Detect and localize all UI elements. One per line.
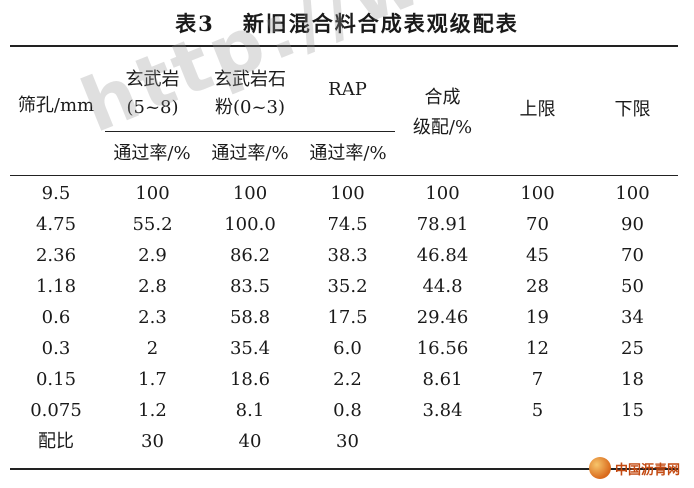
table-title: 表3 新旧混合料合成表观级配表	[0, 8, 694, 38]
table-cell: 25	[621, 338, 644, 359]
globe-icon	[588, 457, 611, 479]
table-cell: 1.18	[35, 276, 77, 297]
table-cell: 35.2	[327, 276, 368, 297]
table-cell: 30	[336, 431, 359, 452]
table-cell	[490, 428, 585, 456]
table-cell: 44.8	[422, 276, 463, 297]
table-cell: 100	[232, 183, 268, 204]
header-pass-3: 通过率/%	[309, 143, 387, 164]
table-cell: 0.3	[41, 338, 71, 359]
table-cell: 100	[520, 183, 555, 204]
table-cell: 8.1	[235, 400, 265, 421]
table-cell: 19	[526, 307, 549, 328]
header-lower: 下限	[614, 99, 651, 120]
table-cell: 30	[141, 431, 164, 452]
table-cell: 70	[621, 245, 644, 266]
table-cell: 8.61	[422, 369, 463, 390]
header-pass-2: 通过率/%	[211, 143, 289, 164]
table-cell: 45	[526, 245, 549, 266]
table-cell: 100.0	[224, 214, 276, 235]
table-cell: 28	[526, 276, 549, 297]
table-cell: 55.2	[132, 214, 173, 235]
table-cell: 2	[146, 338, 159, 359]
table-cell: 2.8	[138, 276, 167, 297]
table-cell: 0.15	[35, 369, 77, 390]
site-logo: 中国沥青网	[588, 454, 680, 482]
table-cell: 9.5	[41, 183, 71, 204]
table-cell: 90	[621, 214, 644, 235]
header-sieve: 筛孔/mm	[17, 95, 95, 116]
header-basalt-1-size: (5~8)	[126, 97, 179, 118]
table-cell: 12	[526, 338, 549, 359]
table-cell: 38.3	[327, 245, 368, 266]
header-synth-1: 合成	[424, 87, 461, 108]
table-cell: 0.075	[30, 400, 82, 421]
table-cell: 70	[526, 214, 549, 235]
table-cell: 35.4	[229, 338, 271, 359]
header-basalt-2-size: 粉(0~3)	[214, 97, 286, 118]
bottom-rule	[10, 468, 678, 470]
header-pass-1: 通过率/%	[113, 143, 191, 164]
table-cell: 2.2	[333, 369, 362, 390]
table-cell: 16.56	[416, 338, 469, 359]
header-rule	[10, 175, 678, 176]
table-cell: 100	[330, 183, 365, 204]
table-cell: 2.3	[138, 307, 167, 328]
table-cell: 2.9	[138, 245, 167, 266]
table-cell: 配比	[38, 431, 74, 452]
table-cell: 40	[238, 431, 262, 452]
table-cell: 1.7	[138, 369, 167, 390]
table-cell: 34	[621, 307, 644, 328]
header-basalt-1: 玄武岩	[125, 69, 180, 90]
header-subrule	[105, 131, 395, 132]
table-cell: 1.2	[138, 400, 167, 421]
table-cell: 83.5	[229, 276, 271, 297]
table-number: 表3	[175, 11, 215, 36]
table-cell: 7	[531, 369, 544, 390]
table-cell: 86.2	[229, 245, 271, 266]
table-cell: 15	[621, 400, 644, 421]
table-cell: 100	[135, 183, 170, 204]
top-rule	[10, 45, 678, 47]
table-cell: 74.5	[327, 214, 368, 235]
table-cell	[395, 428, 490, 456]
site-logo-text: 中国沥青网	[614, 462, 680, 478]
table-cell: 6.0	[333, 338, 362, 359]
table-cell: 5	[531, 400, 544, 421]
table-cell: 18.6	[229, 369, 271, 390]
table-cell: 2.36	[35, 245, 77, 266]
table-cell: 50	[621, 276, 644, 297]
table-cell: 4.75	[35, 214, 77, 235]
table-title-text: 新旧混合料合成表观级配表	[242, 11, 519, 36]
table-cell: 100	[425, 183, 460, 204]
table-cell: 0.6	[41, 307, 71, 328]
table-cell: 18	[621, 369, 644, 390]
table-cell: 58.8	[229, 307, 271, 328]
table-cell	[585, 428, 680, 456]
table-cell: 0.8	[333, 400, 362, 421]
header-basalt-2: 玄武岩石	[214, 69, 286, 90]
table-cell: 78.91	[416, 214, 469, 235]
table-cell: 29.46	[416, 307, 469, 328]
table-cell: 100	[615, 183, 650, 204]
header-rap: RAP	[328, 79, 367, 100]
table-cell: 3.84	[422, 400, 463, 421]
table-cell: 17.5	[327, 307, 368, 328]
header-synth-2: 级配/%	[412, 117, 473, 138]
table-cell: 46.84	[416, 245, 469, 266]
header-upper: 上限	[519, 99, 556, 120]
